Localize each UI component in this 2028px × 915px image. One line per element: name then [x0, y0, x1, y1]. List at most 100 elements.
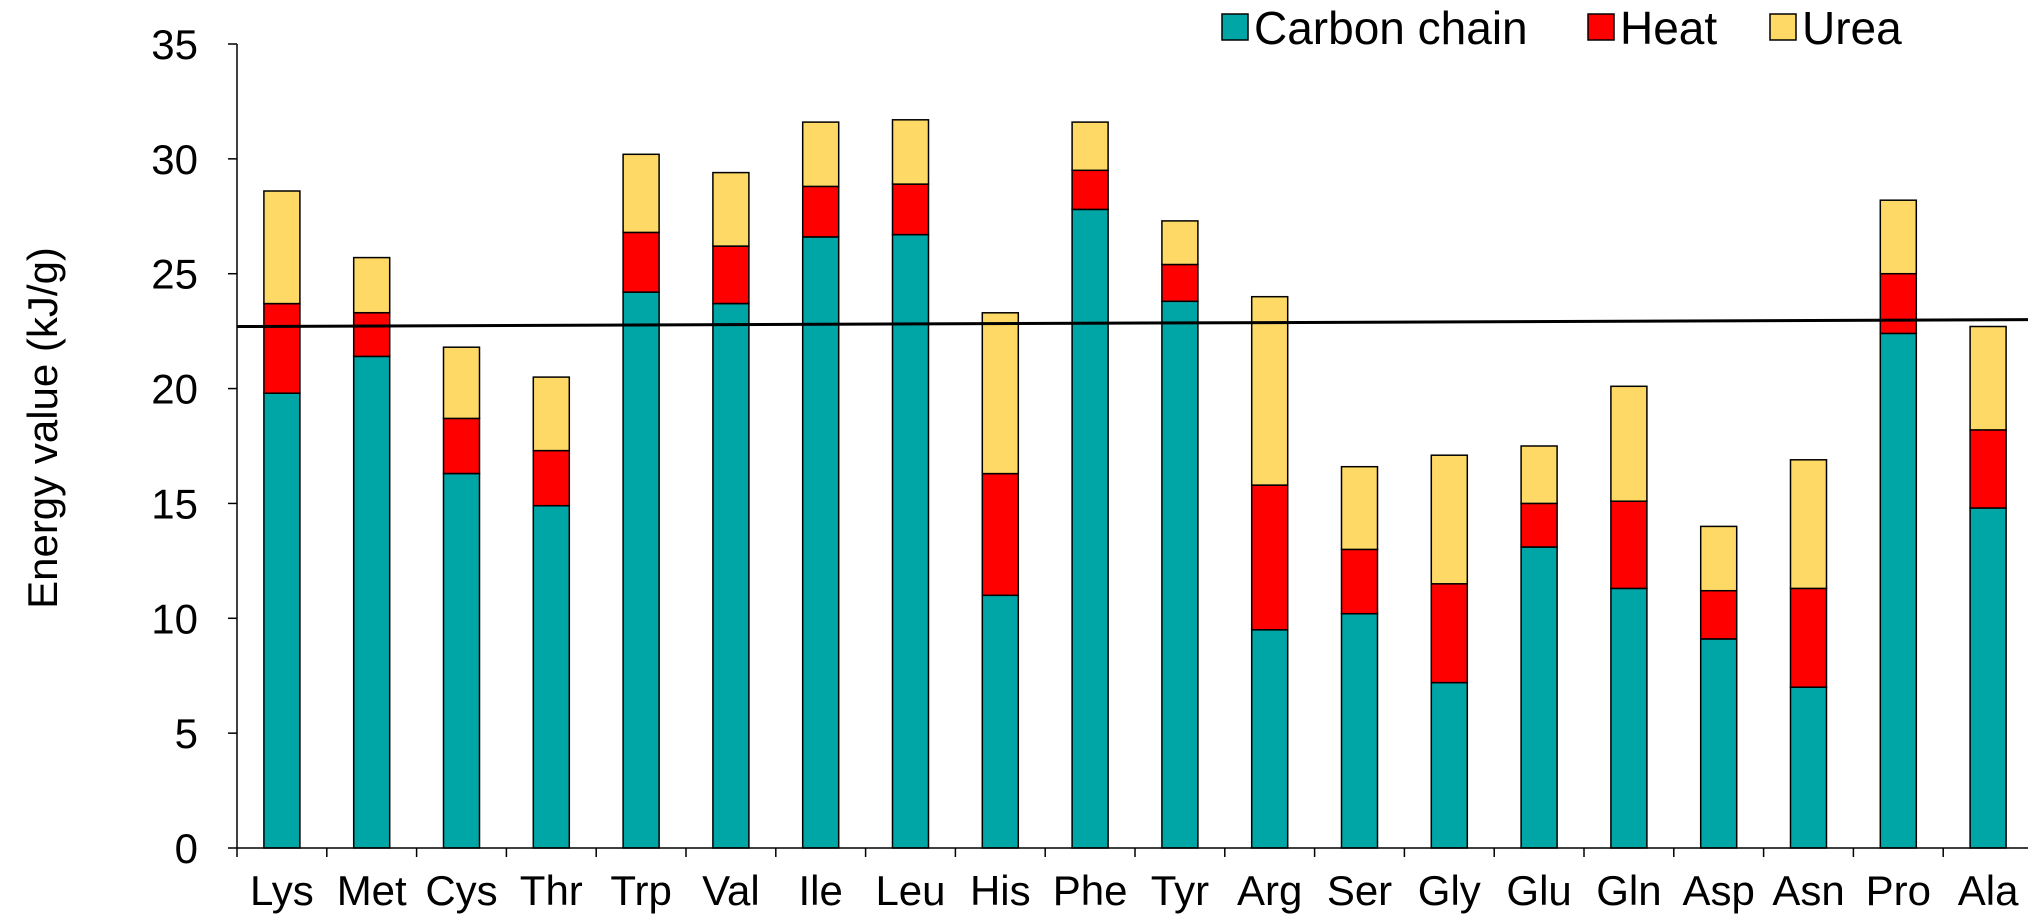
bar-heat-glu [1520, 502, 1558, 548]
x-tick-label: Thr [520, 867, 583, 914]
bars-group [263, 119, 2007, 849]
bar-urea-thr [532, 376, 571, 452]
bar-urea-val [712, 171, 750, 247]
x-tick-label: Leu [875, 867, 945, 914]
x-tick-label: Cys [425, 867, 497, 914]
bar-urea-met [352, 256, 391, 314]
bar-urea-pro [1879, 199, 1918, 275]
x-tick-label: Ser [1327, 867, 1392, 914]
bar-heat-pro [1879, 272, 1918, 335]
bar-carbon-chain-cys [442, 472, 481, 849]
bar-carbon-chain-glu [1520, 546, 1558, 849]
y-tick-label: 25 [151, 251, 198, 298]
bar-heat-gly [1430, 583, 1469, 684]
bar-carbon-chain-asn [1789, 686, 1828, 849]
x-tick-label: Phe [1053, 867, 1128, 914]
bar-heat-trp [622, 231, 660, 293]
bar-urea-cys [442, 346, 481, 420]
y-tick-label: 5 [175, 710, 198, 757]
reference-line [236, 318, 2028, 329]
bar-carbon-chain-ser [1340, 612, 1379, 849]
y-tick-label: 30 [151, 136, 198, 183]
x-tick-label: Asn [1772, 867, 1844, 914]
bar-urea-gln [1610, 385, 1648, 502]
bar-urea-arg [1250, 295, 1289, 486]
bar-carbon-chain-met [352, 355, 391, 849]
x-tick-label: Trp [610, 867, 671, 914]
bar-heat-ser [1340, 548, 1379, 615]
x-tick-labels: Lys Met Cys Thr Trp Val Ile Leu His Phe Tyr Arg Ser G… [250, 867, 2019, 914]
x-tick-label: Gln [1596, 867, 1661, 914]
bar-heat-met [352, 312, 391, 358]
bar-heat-lys [263, 302, 301, 394]
bar-urea-glu [1520, 445, 1558, 505]
y-tick-label: 35 [151, 21, 198, 68]
bar-carbon-chain-tyr [1161, 300, 1199, 849]
bar-carbon-chain-pro [1879, 332, 1918, 849]
x-tick-label: Arg [1237, 867, 1302, 914]
x-tick-label: Met [337, 867, 407, 914]
bar-urea-ala [1969, 325, 2007, 431]
x-tick-label: Tyr [1151, 867, 1209, 914]
bar-heat-ala [1969, 429, 2007, 509]
reference-line-group [236, 318, 2028, 329]
bar-heat-phe [1071, 169, 1109, 211]
bar-carbon-chain-ala [1969, 507, 2007, 849]
x-tick-label: Lys [250, 867, 314, 914]
bar-urea-tyr [1161, 220, 1199, 266]
y-axis-title: Energy value (kJ/g) [19, 247, 66, 609]
y-tick-label: 10 [151, 595, 198, 642]
legend-label-heat: Heat [1620, 2, 1717, 54]
bar-carbon-chain-ile [801, 236, 840, 849]
legend: Carbon chain Heat Urea [1221, 2, 1902, 54]
bar-carbon-chain-lys [263, 392, 301, 849]
y-tick-label: 0 [175, 825, 198, 872]
bar-heat-leu [891, 183, 930, 236]
bar-urea-trp [622, 153, 660, 234]
x-tick-label: Ala [1958, 867, 2019, 914]
x-tick-label: Val [702, 867, 760, 914]
bar-carbon-chain-phe [1071, 208, 1109, 849]
legend-swatch-heat [1587, 13, 1615, 41]
legend-label-urea: Urea [1802, 2, 1902, 54]
bar-heat-arg [1250, 484, 1289, 631]
x-tick-label: Gly [1418, 867, 1481, 914]
bar-urea-his [981, 312, 1020, 475]
bar-carbon-chain-arg [1250, 629, 1289, 849]
bar-carbon-chain-leu [891, 233, 930, 849]
bar-urea-asn [1789, 459, 1828, 590]
bar-urea-gly [1430, 454, 1469, 585]
legend-swatch-carbon-chain [1221, 13, 1249, 41]
x-tick-label: Pro [1866, 867, 1931, 914]
x-tick-label: Ile [799, 867, 843, 914]
legend-swatch-urea [1769, 13, 1797, 41]
legend-label-carbon-chain: Carbon chain [1254, 2, 1528, 54]
bar-heat-val [712, 245, 750, 305]
bar-urea-ile [801, 121, 840, 188]
x-tick-label: Asp [1683, 867, 1755, 914]
bar-heat-tyr [1161, 263, 1199, 303]
bar-carbon-chain-gln [1610, 587, 1648, 849]
y-tick-label: 15 [151, 480, 198, 527]
y-tick-labels: 0 5 10 15 20 25 30 35 [151, 21, 198, 872]
bar-carbon-chain-gly [1430, 681, 1469, 849]
bar-urea-leu [891, 119, 930, 185]
x-tick-label: Glu [1506, 867, 1571, 914]
bar-carbon-chain-trp [622, 291, 660, 849]
bar-urea-lys [263, 190, 301, 305]
x-tick-label: His [970, 867, 1031, 914]
bar-heat-asp [1699, 589, 1738, 640]
bar-carbon-chain-thr [532, 504, 571, 849]
bar-carbon-chain-asp [1699, 638, 1738, 849]
bar-carbon-chain-val [712, 302, 750, 849]
bar-urea-ser [1340, 465, 1379, 551]
bar-carbon-chain-his [981, 594, 1020, 849]
axes-group [228, 43, 2028, 857]
y-tick-label: 20 [151, 366, 198, 413]
bar-urea-phe [1071, 121, 1109, 172]
bar-heat-his [981, 472, 1020, 597]
bar-heat-asn [1789, 587, 1828, 688]
bar-heat-thr [532, 449, 571, 507]
bar-heat-cys [442, 417, 481, 475]
